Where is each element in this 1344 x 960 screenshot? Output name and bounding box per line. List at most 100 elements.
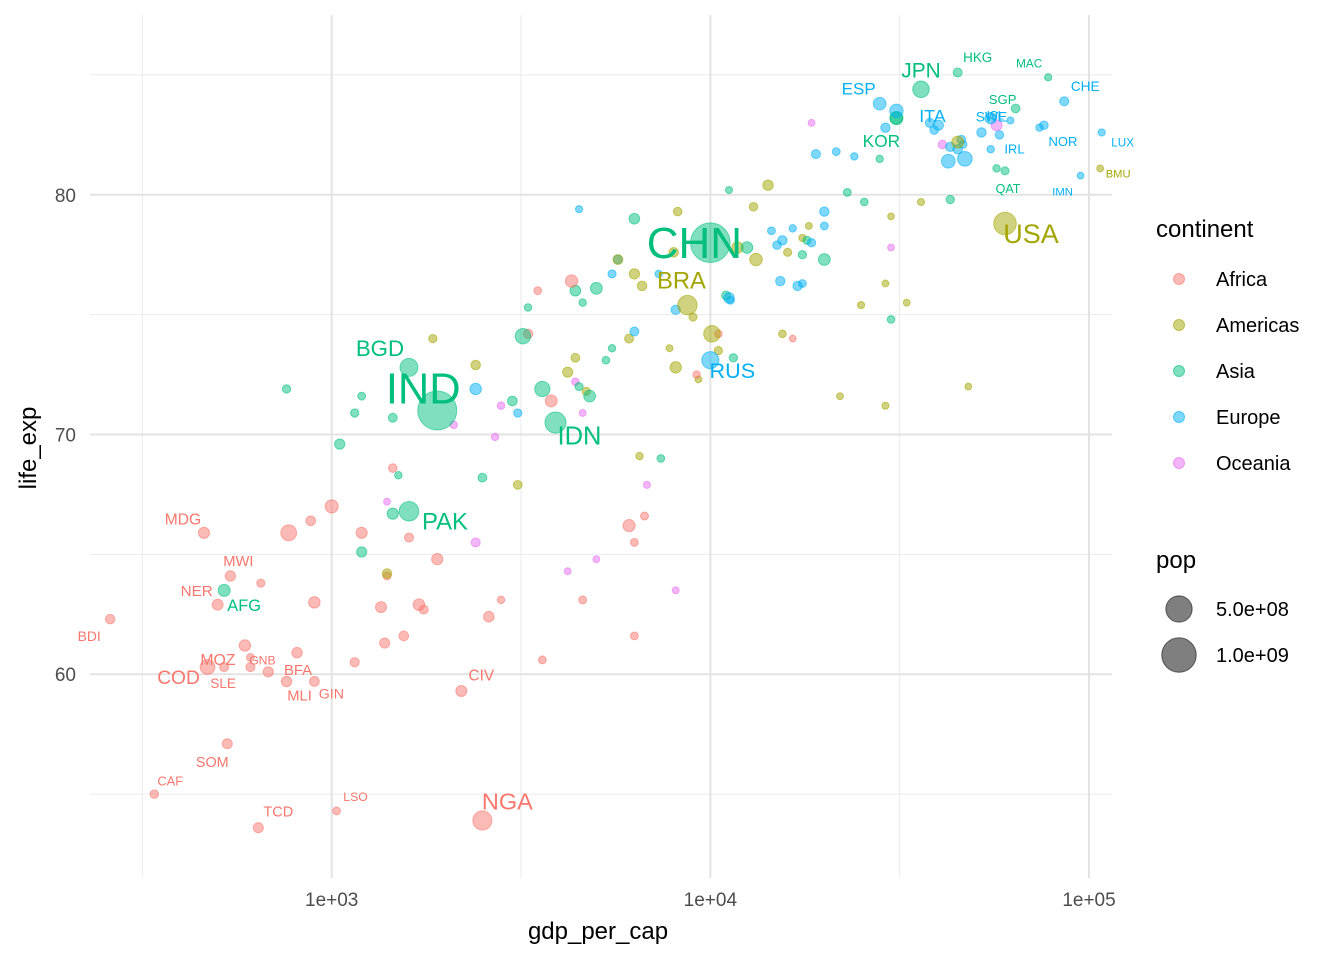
data-point (778, 329, 787, 339)
data-point (490, 432, 500, 442)
country-label: MLI (287, 689, 312, 705)
data-point (1039, 120, 1049, 131)
legend-size-label: 1.0e+09 (1216, 645, 1289, 667)
country-label: ITA (919, 106, 945, 126)
country-label: CIV (469, 667, 495, 684)
data-point (589, 281, 603, 295)
data-point (496, 401, 506, 410)
country-label: BGD (356, 336, 404, 361)
legend-color-title: continent (1156, 216, 1254, 243)
legend-size-swatch (1165, 595, 1193, 623)
data-point (387, 412, 398, 423)
data-point (810, 148, 821, 160)
data-point (537, 655, 547, 665)
country-label: RUS (710, 358, 756, 383)
data-point (881, 401, 890, 410)
data-point (224, 570, 237, 582)
legend-color-swatch (1173, 457, 1185, 469)
data-point (639, 511, 649, 521)
legend-size-title: pop (1156, 547, 1196, 574)
data-point (672, 206, 683, 217)
data-point (940, 153, 956, 169)
data-point (916, 197, 926, 207)
data-point (381, 568, 393, 579)
data-point (578, 408, 587, 417)
country-label: MAC (1016, 57, 1042, 70)
country-label: LSO (343, 790, 368, 804)
data-point (767, 226, 776, 236)
data-point (256, 578, 266, 588)
data-points (104, 67, 1106, 834)
data-point (724, 186, 733, 194)
x-axis-title: gdp_per_cap (528, 918, 668, 945)
data-point (428, 333, 438, 344)
data-point (513, 408, 523, 418)
country-label: GNB (249, 654, 275, 668)
data-point (357, 391, 367, 401)
data-point (578, 595, 588, 605)
country-label: SWE (976, 109, 1007, 124)
country-label: SLE (210, 676, 236, 691)
data-point (1097, 128, 1106, 137)
data-point (819, 221, 829, 231)
data-point (701, 351, 720, 370)
data-point (612, 254, 624, 265)
data-point (762, 179, 774, 191)
data-point (570, 352, 581, 363)
data-point (533, 286, 543, 296)
data-point (245, 661, 256, 673)
country-label: BMU (1106, 168, 1131, 180)
data-point (703, 325, 721, 343)
x-axis-ticks: 1e+03 1e+04 1e+05 (305, 890, 1116, 911)
data-point (578, 298, 587, 307)
data-point (388, 463, 398, 473)
data-point (635, 451, 644, 461)
data-point (807, 118, 816, 127)
country-label: IRL (1004, 141, 1024, 156)
country-label: IND (386, 366, 461, 414)
data-point (592, 555, 601, 564)
data-point (512, 479, 523, 490)
country-label: BRA (657, 267, 706, 294)
data-point (629, 631, 639, 641)
data-point (477, 472, 488, 483)
legend-color-label: Asia (1216, 361, 1256, 383)
data-point (788, 334, 797, 343)
data-point (1059, 96, 1070, 107)
data-point (806, 238, 817, 248)
data-point (245, 653, 255, 662)
country-label: BDI (78, 628, 101, 644)
data-point (932, 119, 944, 131)
data-point (887, 212, 895, 221)
country-label: LUX (1111, 137, 1134, 150)
data-point (252, 822, 264, 834)
data-point (902, 298, 911, 307)
grid-lines (90, 15, 1112, 878)
country-label: ESP (842, 80, 876, 99)
y-axis-ticks: 60 70 80 (55, 186, 76, 686)
data-point (986, 145, 995, 154)
data-point (383, 497, 391, 506)
data-point (470, 359, 481, 371)
data-point (601, 355, 611, 365)
country-label: NOR (1048, 134, 1077, 149)
data-point (723, 292, 735, 304)
data-point (332, 806, 341, 816)
data-point (1010, 103, 1021, 114)
data-point (217, 583, 231, 597)
data-point (399, 357, 419, 377)
data-point (881, 279, 890, 288)
data-point (197, 526, 211, 539)
data-point (199, 659, 216, 675)
data-point (469, 382, 482, 396)
data-point (842, 187, 852, 197)
x-tick-label: 1e+03 (305, 890, 358, 911)
data-point (607, 269, 617, 279)
data-point (690, 222, 731, 264)
data-point (211, 598, 224, 611)
data-point (859, 197, 869, 207)
legend-color-swatch (1173, 411, 1185, 423)
data-point (1000, 166, 1010, 176)
data-point (398, 630, 410, 642)
country-label: AFG (227, 597, 261, 615)
